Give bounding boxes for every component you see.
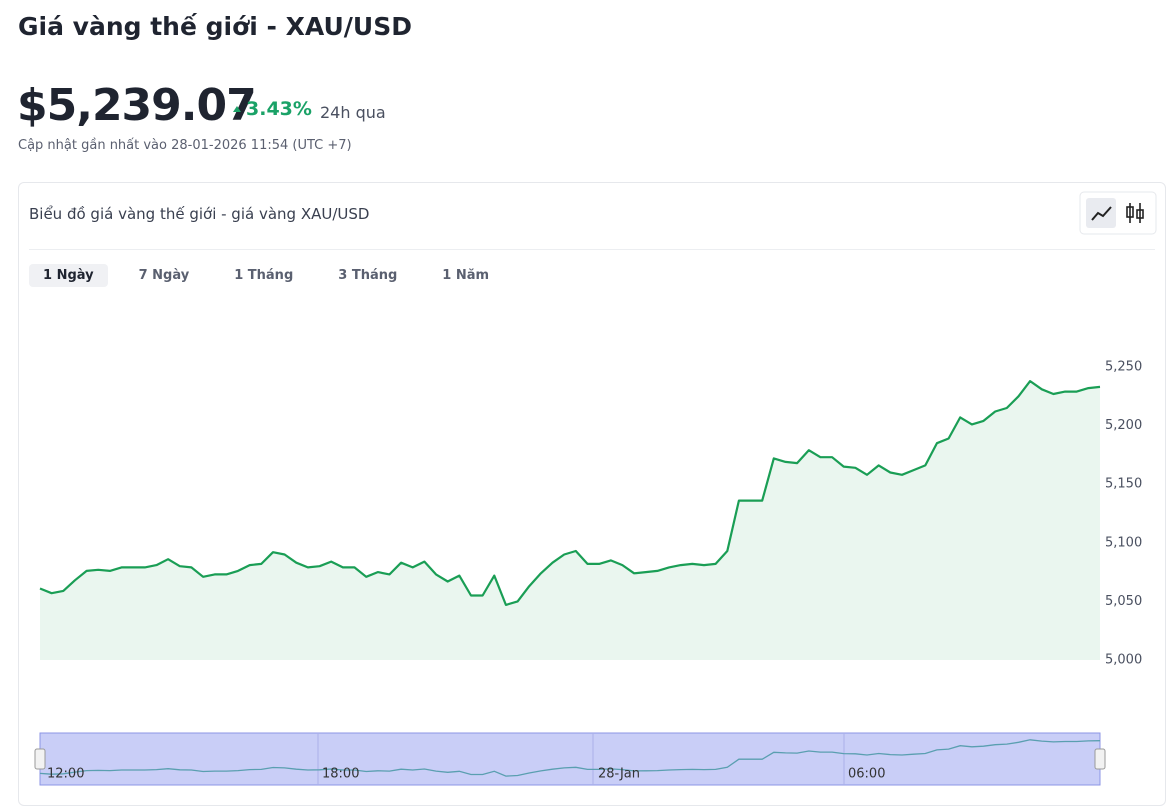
range-tab[interactable]: 1 Năm: [442, 268, 490, 283]
price: $5,239.07: [17, 80, 257, 131]
period: 24h qua: [320, 103, 386, 122]
navigator-handle[interactable]: [1094, 748, 1106, 770]
navigator-label: 12:00: [47, 767, 84, 782]
chart-title: Biểu đồ giá vàng thế giới - giá vàng XAU…: [29, 205, 370, 223]
range-tab[interactable]: 1 Tháng: [234, 268, 294, 283]
range-tabs: 1 Ngày 7 Ngày 1 Tháng 3 Tháng 1 Năm: [29, 264, 520, 287]
y-tick-label: 5,000: [1105, 653, 1142, 668]
navigator: [39, 732, 1101, 786]
navigator-label: 18:00: [322, 767, 359, 782]
candlestick-button[interactable]: [1126, 203, 1144, 223]
navigator-label: 06:00: [848, 767, 885, 782]
navigator-handle[interactable]: [34, 748, 46, 770]
range-tab[interactable]: 1 Ngày: [29, 264, 108, 287]
navigator-line: [39, 739, 1101, 777]
range-tab[interactable]: 7 Ngày: [138, 268, 190, 283]
y-tick-label: 5,100: [1105, 535, 1142, 550]
page-title: Giá vàng thế giới - XAU/USD: [18, 12, 412, 41]
line-chart-button[interactable]: [1086, 198, 1116, 228]
line-chart-icon: [1091, 206, 1112, 221]
price-change: 3.43%: [233, 98, 312, 120]
navigator-label: 28-Jan: [598, 767, 640, 782]
y-tick-label: 5,150: [1105, 477, 1142, 492]
y-tick-label: 5,200: [1105, 418, 1142, 433]
updated-time: Cập nhật gần nhất vào 28-01-2026 11:54 (…: [18, 138, 352, 153]
line: [39, 380, 1101, 606]
range-tab[interactable]: 3 Tháng: [338, 268, 398, 283]
area: [40, 381, 1100, 660]
divider: [29, 249, 1155, 250]
y-tick-label: 5,050: [1105, 594, 1142, 609]
y-tick-label: 5,250: [1105, 360, 1142, 375]
